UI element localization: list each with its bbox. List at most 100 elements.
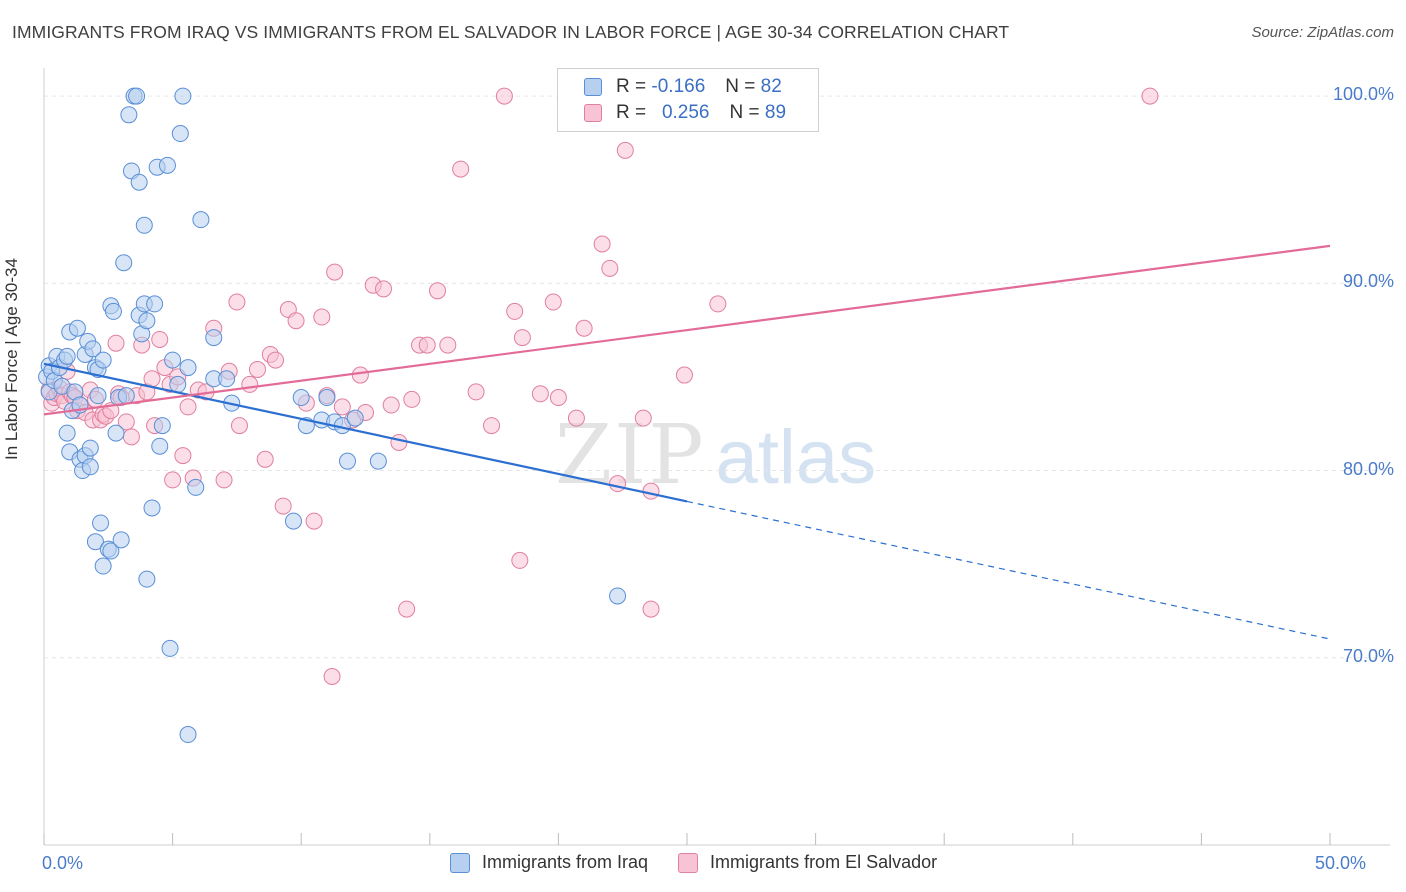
elsalvador-point xyxy=(164,471,182,489)
elsalvador-point xyxy=(323,667,341,685)
iraq-point xyxy=(146,295,164,313)
elsalvador-point xyxy=(642,600,660,618)
iraq-point xyxy=(68,319,86,337)
elsalvador-point xyxy=(241,375,259,393)
legend-r-label-elsalvador: R = xyxy=(616,102,647,123)
legend-n-value-iraq: 82 xyxy=(760,76,782,97)
iraq-point xyxy=(192,211,210,229)
iraq-point xyxy=(153,417,171,435)
iraq-point xyxy=(81,458,99,476)
x-tick-label: 50.0% xyxy=(1314,853,1366,873)
trend-lines xyxy=(43,244,1331,640)
series-swatch-elsalvador xyxy=(678,852,699,873)
iraq-point xyxy=(104,302,122,320)
legend-n-label-iraq: N = xyxy=(725,76,756,97)
elsalvador-point xyxy=(609,475,627,493)
iraq-point xyxy=(107,424,125,442)
iraq-point xyxy=(609,587,627,605)
iraq-point xyxy=(169,375,187,393)
iraq-point xyxy=(292,389,310,407)
x-tick-label: 0.0% xyxy=(42,853,84,873)
iraq-point xyxy=(102,542,120,560)
iraq-point xyxy=(205,329,223,347)
elsalvador-point xyxy=(544,293,562,311)
iraq-point xyxy=(179,726,197,744)
elsalvador-point xyxy=(642,482,660,500)
elsalvador-point xyxy=(382,396,400,414)
legend-r-value-elsalvador: 0.256 xyxy=(661,102,710,123)
elsalvador-point xyxy=(511,551,529,569)
elsalvador-point xyxy=(215,471,233,489)
elsalvador-trend-line xyxy=(43,244,1331,416)
series-label-iraq: Immigrants from Iraq xyxy=(482,852,649,872)
elsalvador-point xyxy=(506,302,524,320)
legend-r-value-iraq: -0.166 xyxy=(651,76,706,97)
iraq-point xyxy=(151,437,169,455)
elsalvador-point xyxy=(179,398,197,416)
elsalvador-point xyxy=(531,385,549,403)
iraq-point xyxy=(58,347,76,365)
elsalvador-point xyxy=(483,417,501,435)
legend-swatch-iraq xyxy=(584,78,602,96)
elsalvador-point xyxy=(439,336,457,354)
elsalvador-point xyxy=(634,409,652,427)
elsalvador-point xyxy=(333,398,351,416)
series-label-elsalvador: Immigrants from El Salvador xyxy=(710,852,938,872)
elsalvador-point xyxy=(143,370,161,388)
elsalvador-point xyxy=(593,235,611,253)
elsalvador-point xyxy=(151,330,169,348)
elsalvador-point xyxy=(256,450,274,468)
iraq-point xyxy=(112,531,130,549)
iraq-point xyxy=(94,557,112,575)
elsalvador-point xyxy=(709,295,727,313)
iraq-point xyxy=(81,439,99,457)
iraq-point xyxy=(89,387,107,405)
correlation-legend: R = -0.166 N = 82 R = 0.256 N = 89 xyxy=(557,68,819,132)
iraq-point xyxy=(318,389,336,407)
iraq-point xyxy=(120,106,138,124)
iraq-point xyxy=(117,387,135,405)
iraq-point xyxy=(338,452,356,470)
series-legend-elsalvador: Immigrants from El Salvador xyxy=(678,852,937,873)
elsalvador-point xyxy=(495,87,513,105)
y-tick-label: 90.0% xyxy=(1342,271,1394,292)
elsalvador-point xyxy=(326,263,344,281)
iraq-point xyxy=(164,351,182,369)
elsalvador-points xyxy=(40,87,1159,685)
elsalvador-point xyxy=(230,417,248,435)
elsalvador-point xyxy=(375,280,393,298)
elsalvador-point xyxy=(398,600,416,618)
iraq-point xyxy=(346,409,364,427)
elsalvador-point xyxy=(228,293,246,311)
iraq-point xyxy=(284,512,302,530)
iraq-point xyxy=(369,452,387,470)
y-tick-label: 80.0% xyxy=(1342,458,1394,479)
iraq-trend-line-extrapolated xyxy=(686,500,1331,640)
elsalvador-point xyxy=(467,383,485,401)
elsalvador-point xyxy=(601,259,619,277)
series-swatch-iraq xyxy=(450,852,470,873)
iraq-point xyxy=(92,514,110,532)
elsalvador-point xyxy=(675,366,693,384)
iraq-point xyxy=(187,478,205,496)
legend-swatch-elsalvador xyxy=(584,104,602,122)
iraq-point xyxy=(179,359,197,377)
iraq-point xyxy=(58,424,76,442)
iraq-point xyxy=(94,351,112,369)
chart-title: IMMIGRANTS FROM IRAQ VS IMMIGRANTS FROM … xyxy=(12,22,1010,42)
elsalvador-point xyxy=(575,319,593,337)
legend-n-label-elsalvador: N = xyxy=(729,102,760,123)
elsalvador-point xyxy=(122,428,140,446)
elsalvador-point xyxy=(513,329,531,347)
iraq-point xyxy=(84,340,102,358)
elsalvador-point xyxy=(107,334,125,352)
elsalvador-point xyxy=(1141,87,1159,105)
elsalvador-point xyxy=(390,433,408,451)
source-label: Source: ZipAtlas.com xyxy=(1251,24,1394,41)
elsalvador-point xyxy=(429,282,447,300)
elsalvador-point xyxy=(174,447,192,465)
iraq-point xyxy=(135,216,153,234)
iraq-point xyxy=(130,173,148,191)
iraq-point xyxy=(161,639,179,657)
